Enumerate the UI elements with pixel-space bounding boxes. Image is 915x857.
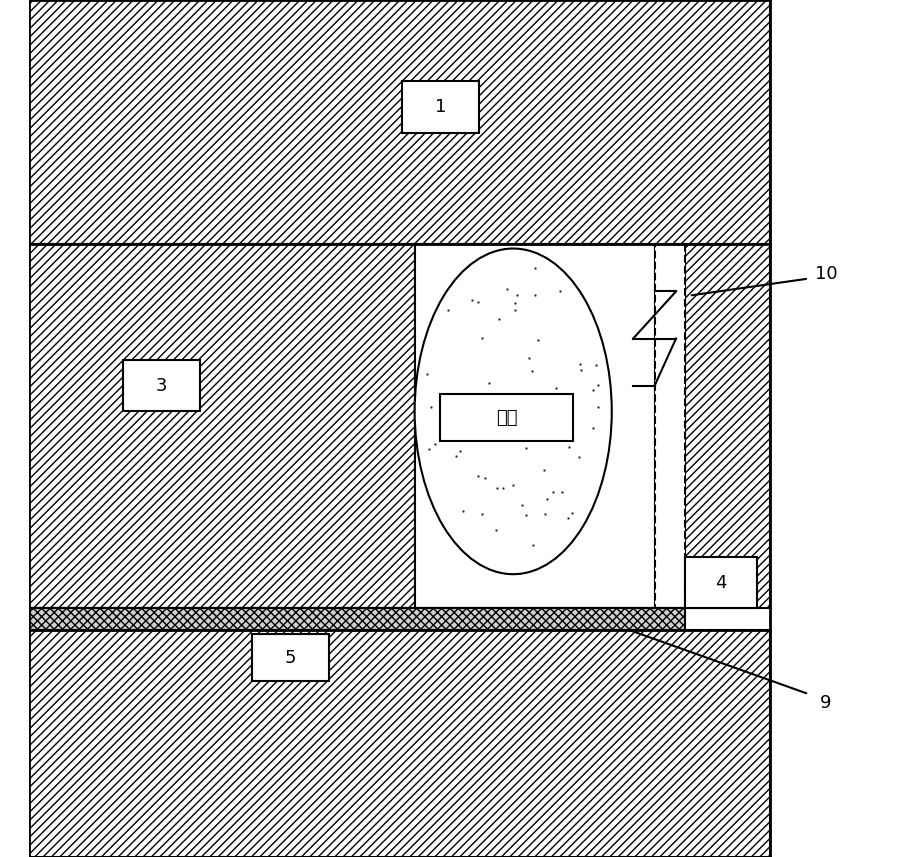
- Bar: [29, 244, 770, 608]
- Text: 4: 4: [716, 573, 727, 592]
- Bar: [29, 608, 684, 630]
- Bar: [440, 394, 573, 441]
- Text: 10: 10: [814, 265, 837, 284]
- Text: 3: 3: [156, 376, 167, 395]
- Bar: [414, 244, 654, 608]
- Bar: [29, 630, 770, 857]
- Bar: [654, 244, 684, 608]
- Bar: [29, 0, 770, 244]
- Bar: [29, 244, 414, 608]
- Bar: [29, 630, 770, 857]
- Bar: [29, 0, 770, 244]
- Bar: [124, 360, 200, 411]
- Bar: [684, 244, 770, 608]
- Bar: [252, 634, 329, 681]
- Text: 1: 1: [435, 98, 446, 117]
- Text: 5: 5: [285, 649, 296, 667]
- Bar: [684, 244, 770, 608]
- Bar: [684, 557, 758, 608]
- Bar: [402, 81, 479, 133]
- Bar: [29, 244, 414, 608]
- Ellipse shape: [414, 249, 612, 574]
- Bar: [29, 608, 684, 630]
- Text: 9: 9: [820, 693, 832, 712]
- Text: 气体: 气体: [496, 409, 518, 427]
